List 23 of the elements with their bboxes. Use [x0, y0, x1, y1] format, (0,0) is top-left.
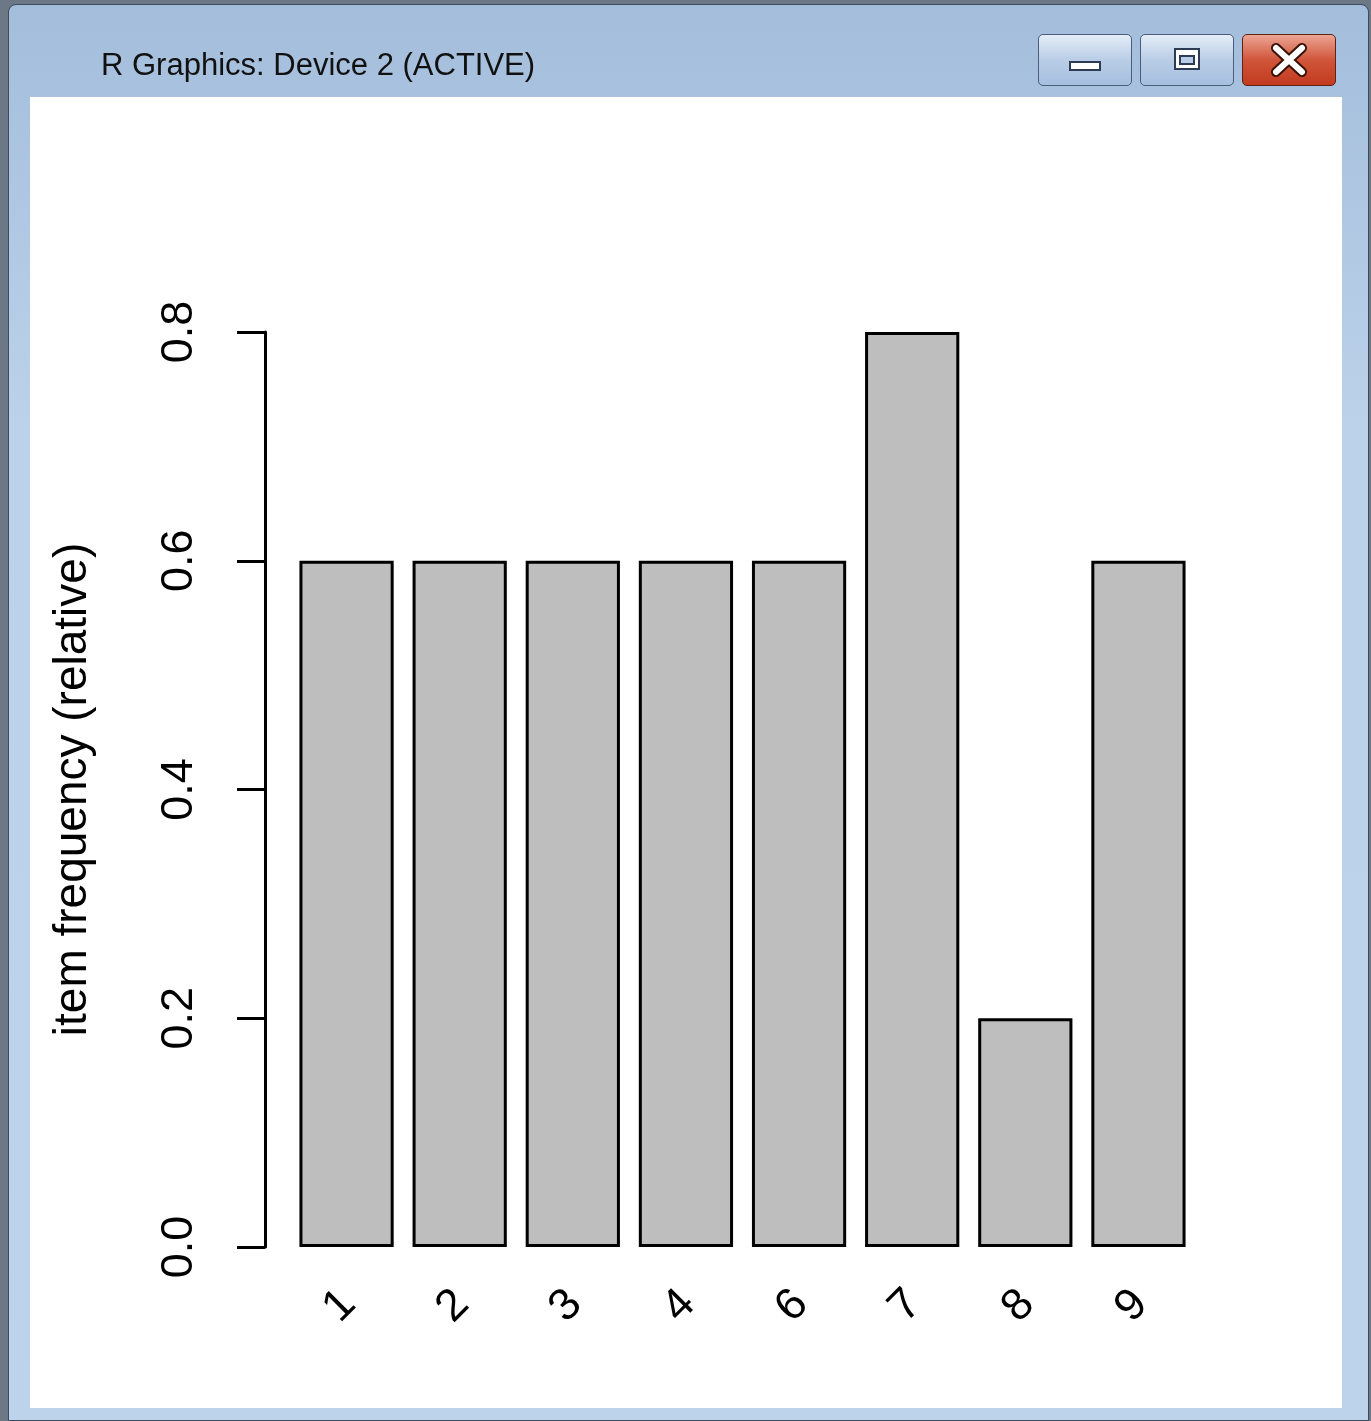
x-tick-label: 1 — [310, 1276, 365, 1331]
bar — [865, 332, 960, 1247]
y-tick-label: 0.8 — [151, 300, 202, 364]
bar — [751, 560, 847, 1247]
x-tick-label: 7 — [876, 1276, 931, 1331]
x-tick-label: 9 — [1102, 1276, 1157, 1331]
bar — [299, 560, 394, 1247]
y-tick-label: 0.0 — [151, 1215, 202, 1279]
bar — [978, 1018, 1073, 1247]
x-tick-label: 8 — [989, 1276, 1044, 1331]
x-tick-label: 6 — [763, 1276, 818, 1331]
x-tick-label: 2 — [423, 1276, 478, 1331]
bar — [525, 560, 620, 1247]
y-tick-label: 0.6 — [151, 529, 202, 593]
bar — [412, 560, 507, 1247]
bar — [638, 560, 734, 1247]
y-axis-title: item frequency (relative) — [44, 542, 96, 1037]
y-tick-label: 0.4 — [151, 758, 202, 821]
x-tick-label: 3 — [537, 1276, 591, 1331]
chart-title: R Graphics: Device 2 (ACTIVE) — [101, 47, 536, 82]
bar — [1091, 560, 1186, 1247]
x-tick-label: 4 — [650, 1276, 704, 1331]
y-tick-label: 0.2 — [151, 986, 202, 1050]
